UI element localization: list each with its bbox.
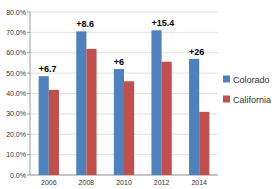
tick-mark <box>27 154 30 155</box>
tick-mark <box>27 52 30 53</box>
tick-label: 50.0% <box>6 70 26 77</box>
legend-swatch <box>223 96 230 103</box>
tick-label: 20.0% <box>6 131 26 138</box>
grid-line <box>30 32 218 33</box>
bar <box>114 69 124 175</box>
y-axis <box>30 12 31 175</box>
tick-label: 70.0% <box>6 29 26 36</box>
grid-line <box>30 12 218 13</box>
tick-mark <box>27 73 30 74</box>
bar <box>86 49 96 175</box>
tick-mark <box>27 93 30 94</box>
tick-label: 40.0% <box>6 90 26 97</box>
tick-mark <box>27 12 30 13</box>
tick-mark <box>27 134 30 135</box>
annotation: +6 <box>114 57 124 67</box>
category-label: 2010 <box>116 179 132 186</box>
chart-container: 0.0% 10.0% 20.0% 30.0% 40.0% 50.0% 60.0% 70.0% 8… <box>0 0 280 189</box>
category-label: 2008 <box>79 179 95 186</box>
bar <box>49 90 59 175</box>
chart-svg: 0.0% 10.0% 20.0% 30.0% 40.0% 50.0% 60.0% 70.0% 8… <box>0 0 280 189</box>
tick-mark <box>27 113 30 114</box>
bar <box>151 30 161 175</box>
annotation: +6.7 <box>39 64 57 74</box>
tick-label: 80.0% <box>6 9 26 16</box>
category-label: 2006 <box>41 179 57 186</box>
annotation: +26 <box>189 47 204 57</box>
category-label: 2012 <box>154 179 170 186</box>
tick-label: 10.0% <box>6 151 26 158</box>
tick-label: 30.0% <box>6 110 26 117</box>
annotation: +8.6 <box>76 19 94 29</box>
annotation: +15.4 <box>151 18 174 28</box>
bar <box>39 76 49 175</box>
bar <box>76 31 86 175</box>
category-label: 2014 <box>191 179 207 186</box>
bar <box>189 59 199 175</box>
bar <box>124 81 134 175</box>
tick-label: 0.0% <box>10 172 26 179</box>
bars <box>39 30 210 175</box>
bar <box>162 62 172 175</box>
legend-swatch <box>223 76 230 83</box>
bar <box>199 112 209 175</box>
legend-label: Colorado <box>233 75 270 85</box>
tick-mark <box>27 32 30 33</box>
tick-label: 60.0% <box>6 49 26 56</box>
legend-label: California <box>233 95 271 105</box>
tick-mark <box>27 175 30 176</box>
